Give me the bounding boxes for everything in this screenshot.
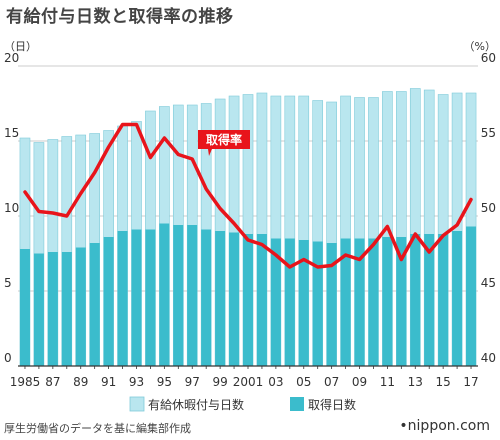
x-tick-label: 17	[463, 375, 478, 389]
x-tick-label: 2001	[233, 375, 264, 389]
bar-taken-days	[312, 241, 323, 366]
y-right-tick-label: 40	[481, 351, 496, 365]
legend-swatch-granted	[129, 396, 145, 412]
rate-line	[23, 122, 473, 269]
rate-callout-box	[198, 130, 250, 156]
x-tick-label: 1985	[10, 375, 41, 389]
bar-taken-days	[117, 231, 128, 366]
axes	[18, 365, 478, 369]
bar-taken-days	[159, 223, 170, 366]
bar-taken-days	[396, 237, 407, 366]
bar-taken-days	[187, 225, 198, 366]
bar-taken-days	[452, 231, 463, 366]
rate-callout: 取得率	[198, 130, 250, 156]
x-tick-label: 99	[212, 375, 227, 389]
y-left-tick-label: 0	[4, 351, 12, 365]
x-tick-label: 89	[73, 375, 88, 389]
x-tick-label: 03	[268, 375, 283, 389]
y-left-tick-label: 15	[4, 126, 19, 140]
x-tick-label: 95	[157, 375, 172, 389]
x-tick-label: 87	[45, 375, 60, 389]
y-right-unit: （%）	[464, 40, 496, 53]
y-left-tick-label: 5	[4, 276, 12, 290]
y-right-tick-label: 60	[481, 51, 496, 65]
rate-callout-label: 取得率	[206, 132, 242, 147]
legend: 有給休暇付与日数 取得日数	[129, 396, 356, 412]
logo-text: nippon.com	[407, 418, 490, 434]
chart-title: 有給付与日数と取得率の推移	[6, 7, 234, 27]
y-left-tick-label: 20	[4, 51, 19, 65]
bar-taken-days	[173, 225, 184, 366]
bar-taken-days	[89, 243, 100, 366]
bar-taken-days	[131, 229, 142, 366]
labels: 0 40 5 45 10 50 15 55 20 60 （日） （%） 1985 87 89 91 93 95 97…	[4, 40, 496, 389]
x-tick-label: 15	[436, 375, 451, 389]
y-right-tick-label: 45	[481, 276, 496, 290]
bar-taken-days	[229, 232, 240, 366]
bar-taken-days	[47, 252, 58, 366]
bar-taken-days	[382, 237, 393, 366]
legend-label-taken: 取得日数	[308, 397, 356, 412]
x-tick-label: 11	[380, 375, 395, 389]
y-left-unit: （日）	[4, 40, 37, 53]
bar-taken-days	[424, 234, 435, 366]
y-right-tick-label: 55	[481, 126, 496, 140]
x-tick-label: 09	[352, 375, 367, 389]
legend-label-granted: 有給休暇付与日数	[148, 397, 244, 412]
x-tick-label: 91	[101, 375, 116, 389]
bar-taken-days	[215, 231, 226, 366]
bar-taken-days	[340, 238, 351, 366]
x-tick-label: 13	[408, 375, 423, 389]
nippon-logo: •nippon.com	[399, 418, 490, 434]
bar-taken-days	[61, 252, 72, 366]
bar-taken-days	[201, 229, 212, 366]
legend-swatch-taken	[290, 397, 304, 411]
rate-line-layer	[23, 122, 473, 269]
bar-taken-days	[284, 238, 295, 366]
bar-taken-days	[256, 234, 267, 366]
y-right-tick-label: 50	[481, 201, 496, 215]
bar-taken-days	[19, 249, 30, 366]
x-tick-label: 97	[185, 375, 200, 389]
bar-taken-days	[75, 247, 86, 366]
logo-dot-icon: •	[399, 418, 408, 434]
bar-taken-days	[33, 253, 44, 366]
bar-taken-days	[270, 238, 281, 366]
x-tick-label: 93	[129, 375, 144, 389]
y-left-tick-label: 10	[4, 201, 19, 215]
bar-taken-days	[466, 226, 477, 366]
source-note: 厚生労働省のデータを基に編集部作成	[4, 422, 191, 435]
bar-taken-days	[438, 234, 449, 366]
bar-taken-days	[298, 240, 309, 366]
x-tick-label: 07	[324, 375, 339, 389]
bar-taken-days	[410, 234, 421, 366]
bars	[19, 88, 477, 367]
x-tick-label: 05	[296, 375, 311, 389]
bar-taken-days	[242, 234, 254, 366]
bar-taken-days	[326, 243, 337, 366]
bar-taken-days	[145, 229, 156, 366]
bar-taken-days	[354, 238, 365, 366]
bar-taken-days	[103, 237, 114, 366]
bar-taken-days	[368, 238, 379, 366]
